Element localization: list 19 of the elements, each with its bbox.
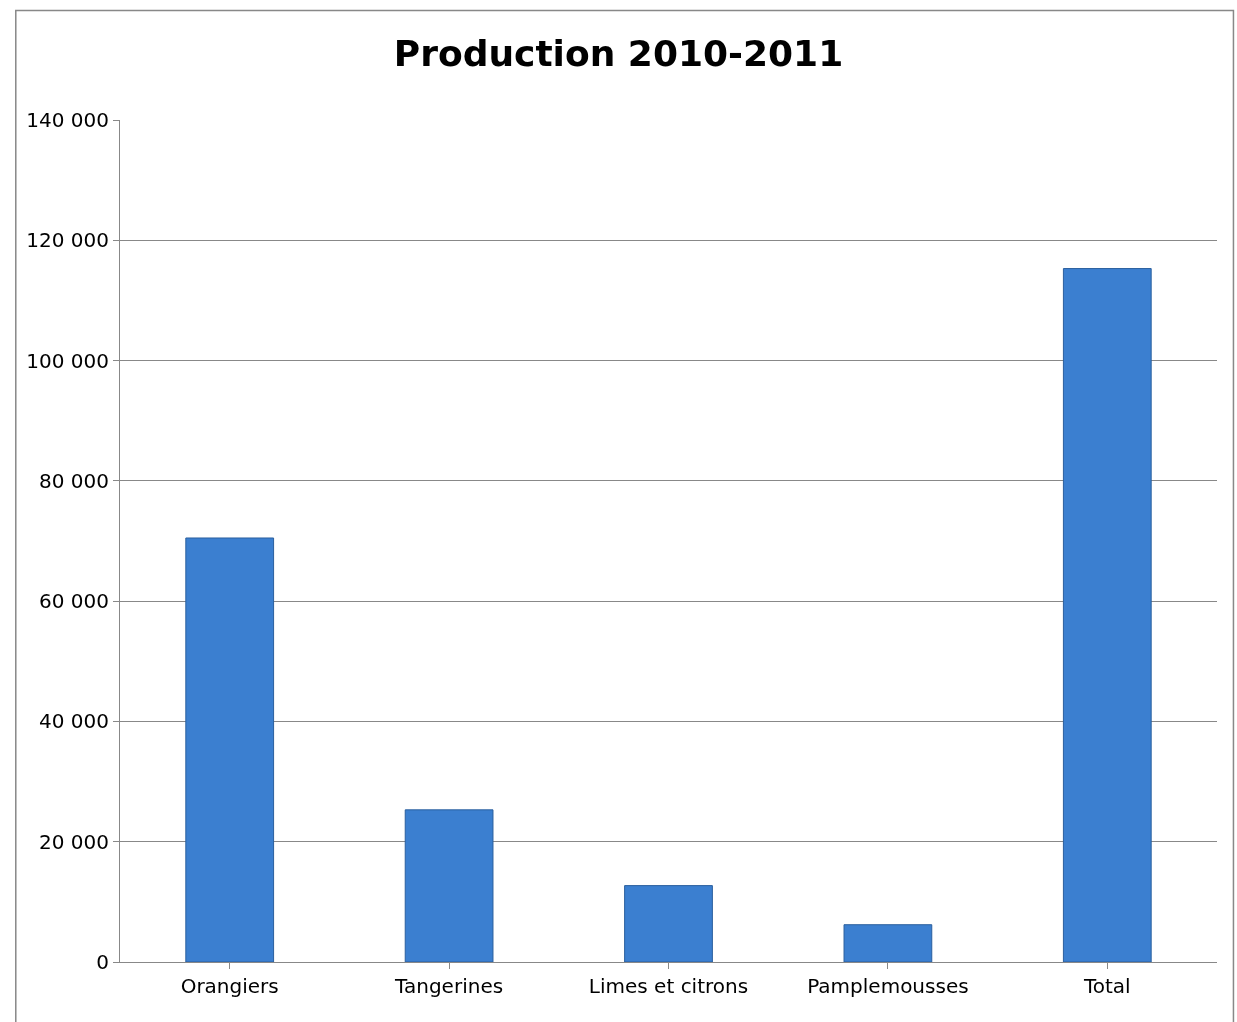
bar	[624, 885, 713, 962]
y-tick-label: 0	[96, 950, 109, 974]
bar	[1062, 268, 1152, 962]
y-tick-label: 100 000	[26, 348, 109, 373]
y-tick-label: 80 000	[39, 468, 109, 493]
x-tick-label: Total	[1082, 974, 1131, 998]
x-tick-label: Pamplemousses	[807, 974, 969, 998]
x-tick-label: Tangerines	[394, 974, 504, 998]
x-tick-label: Orangiers	[180, 974, 279, 998]
chart-title: Production 2010-2011	[393, 33, 844, 75]
y-tick-label: 120 000	[26, 228, 109, 253]
bar	[185, 537, 275, 962]
bar	[404, 809, 494, 962]
x-tick-label: Limes et citrons	[588, 974, 749, 998]
y-tick-label: 60 000	[39, 589, 109, 614]
y-tick-label: 20 000	[39, 829, 109, 854]
bar	[843, 924, 933, 962]
y-tick-label: 40 000	[39, 709, 109, 734]
y-tick-label: 140 000	[26, 108, 109, 132]
